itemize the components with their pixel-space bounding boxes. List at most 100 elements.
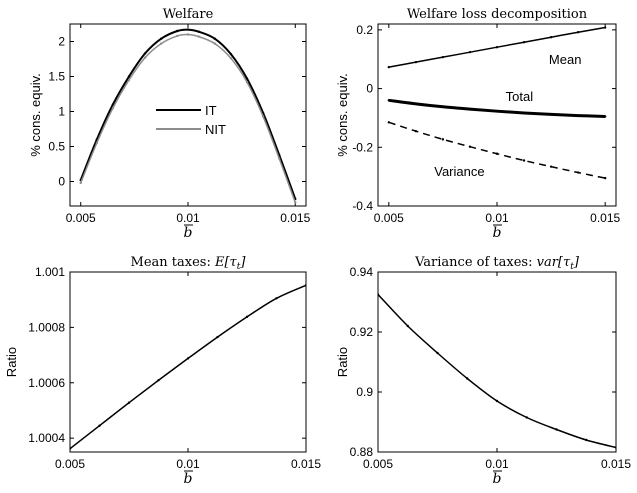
y-tick-label: 0.5 — [48, 140, 65, 154]
y-axis-label: Ratio — [335, 347, 350, 377]
data-point — [495, 399, 499, 403]
series-line-variance — [388, 121, 606, 179]
panel-variance-taxes: 0.005 0.01 0.015 0.88 0.9 0.92 0.94 Variance of… — [335, 255, 631, 487]
chart-title-text: Variance of taxes: — [414, 255, 537, 270]
chart-title: Welfare loss decomposition — [407, 7, 588, 22]
y-tick-label: 0.88 — [350, 445, 374, 459]
y-tick-label: -0.2 — [352, 140, 373, 154]
data-point — [441, 138, 445, 141]
data-point — [245, 77, 249, 80]
x-tick-label: 0.015 — [291, 457, 321, 471]
y-axis-label: % cons. equiv. — [335, 73, 350, 157]
data-point — [157, 379, 160, 382]
chart-title: Welfare — [163, 7, 214, 22]
data-point — [522, 41, 526, 44]
data-point — [143, 52, 147, 55]
legend-entry: IT — [205, 103, 217, 118]
data-point — [111, 106, 115, 110]
chart-title-math: var[τ — [537, 255, 571, 270]
data-point — [603, 115, 607, 118]
chart-title-math: E[τ — [214, 255, 238, 270]
chart-title-bracket: ] — [573, 255, 580, 270]
chart-title: Mean taxes: E[τt] — [131, 255, 247, 272]
x-axis-label: b — [184, 225, 193, 241]
data-point — [549, 113, 553, 116]
legend-entry: NIT — [205, 122, 226, 137]
data-point — [522, 111, 526, 115]
data-point — [549, 165, 553, 168]
y-tick-label: 1.0006 — [28, 376, 65, 390]
panel-welfare: 0.005 0.01 0.015 0 0.5 1 1.5 2 Welfare b % cons. e… — [28, 7, 311, 241]
data-point — [414, 129, 418, 133]
x-tick-label: 0.005 — [66, 211, 96, 225]
data-point — [229, 57, 233, 60]
x-tick-label: 0.015 — [590, 211, 620, 225]
data-point — [576, 114, 580, 117]
y-tick-label: 2 — [58, 35, 65, 49]
series-line-nit — [80, 33, 296, 203]
data-point — [70, 447, 72, 450]
data-point — [197, 35, 200, 38]
x-axis-label: b — [493, 225, 502, 241]
data-point — [111, 103, 115, 106]
annotation-mean: Mean — [549, 52, 582, 67]
x-tick-label: 0.005 — [374, 211, 404, 225]
data-point — [406, 324, 409, 328]
data-point — [176, 29, 179, 33]
data-point — [186, 28, 190, 31]
data-point — [468, 50, 472, 54]
data-point — [127, 401, 131, 404]
x-tick-label: 0.015 — [601, 457, 631, 471]
axes-frame — [377, 271, 617, 453]
data-point — [159, 42, 163, 45]
y-tick-label: 1.0008 — [28, 320, 65, 334]
data-point — [213, 37, 217, 40]
data-point — [294, 201, 297, 204]
chart-title-subscript: t — [237, 262, 241, 272]
y-tick-label: 1.001 — [35, 265, 65, 279]
x-axis-label: b — [493, 471, 502, 487]
y-axis-label: % cons. equiv. — [28, 73, 43, 157]
data-point — [176, 34, 179, 38]
data-point — [229, 52, 233, 56]
data-point — [441, 55, 445, 59]
data-point — [98, 424, 101, 427]
series-line-data — [378, 293, 616, 449]
data-point — [495, 45, 499, 49]
data-point — [277, 157, 281, 160]
x-tick-label: 0.01 — [485, 457, 509, 471]
data-point — [197, 30, 200, 33]
data-point — [304, 284, 306, 287]
chart-title-text: Mean taxes: — [131, 255, 215, 270]
data-point — [387, 121, 391, 124]
data-point — [436, 351, 439, 355]
data-point — [159, 37, 163, 40]
data-point — [127, 75, 131, 78]
series-line-it — [79, 28, 297, 200]
panel-decomposition: 0.005 0.01 0.015 -0.4 -0.2 0 0.2 Welfare loss d… — [335, 7, 621, 241]
annotation-total: Total — [506, 89, 534, 104]
data-point — [466, 377, 469, 380]
data-point — [127, 78, 131, 82]
panel-mean-taxes: 0.005 0.01 0.015 1.0004 1.0006 1.0008 1.001 Mea… — [4, 255, 321, 487]
data-point — [555, 428, 558, 431]
chart-title-bracket: ] — [239, 255, 246, 270]
chart-title-subscript: t — [570, 262, 574, 272]
data-point — [79, 181, 82, 185]
data-point — [603, 26, 607, 29]
data-point — [576, 31, 580, 34]
data-point — [525, 416, 528, 419]
data-point — [576, 171, 580, 174]
data-point — [261, 115, 265, 118]
y-axis-label: Ratio — [4, 347, 19, 377]
data-point — [95, 141, 99, 145]
chart-title-text: Welfare loss decomposition — [407, 7, 588, 22]
chart-title-text: Welfare — [163, 7, 214, 22]
data-point — [245, 315, 249, 319]
data-point — [245, 80, 249, 84]
y-tick-label: 1.5 — [48, 70, 65, 84]
data-point — [468, 107, 472, 111]
y-tick-label: 0.92 — [350, 325, 374, 339]
x-axis-label: b — [184, 471, 193, 487]
